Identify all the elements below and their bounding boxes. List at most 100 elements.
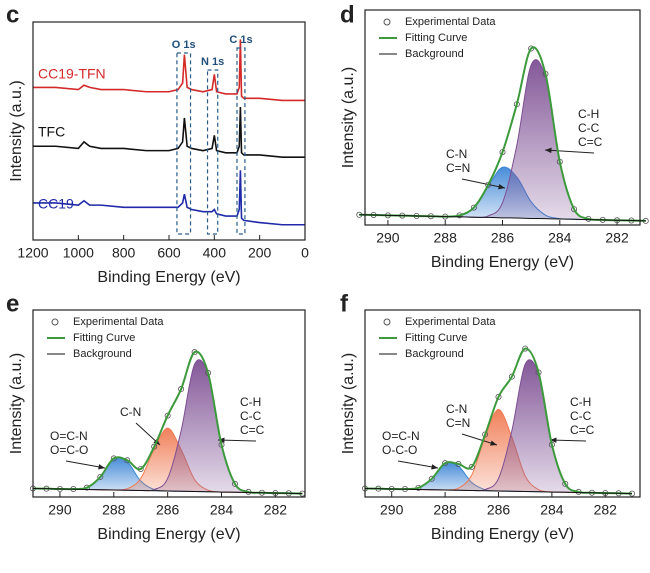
x-axis-title: Binding Energy (eV): [97, 269, 240, 286]
legend-marker: [383, 18, 391, 26]
region-label: N 1s: [201, 56, 224, 68]
panel-letter: e: [6, 290, 19, 317]
x-axis-title: Binding Energy (eV): [431, 254, 574, 271]
component-area: [33, 457, 303, 494]
x-tick-label: 800: [112, 245, 136, 261]
x-tick-label: 288: [433, 502, 457, 518]
x-tick-label: 288: [102, 502, 126, 518]
x-tick-label: 1000: [63, 245, 94, 261]
component-label: C-N: [446, 402, 467, 416]
x-tick-label: 600: [157, 245, 181, 261]
component-label: C=C: [240, 423, 265, 437]
x-tick-label: 290: [48, 502, 72, 518]
x-axis-title: Binding Energy (eV): [97, 526, 240, 543]
component-label: C-C: [240, 409, 262, 423]
legend-label: Experimental Data: [73, 316, 164, 328]
component-label: C-C: [570, 409, 592, 423]
component-label: C-H: [240, 395, 261, 409]
data-point: [428, 475, 435, 482]
plot-frame: [32, 21, 306, 241]
component-label: C-H: [570, 395, 591, 409]
data-point: [470, 204, 477, 211]
x-tick-label: 286: [491, 230, 515, 246]
x-tick-label: 400: [203, 245, 227, 261]
series-label: TFC: [38, 124, 65, 140]
region-box: [236, 47, 246, 235]
data-point: [164, 412, 171, 419]
y-axis-title: Intensity (a.u.): [340, 67, 357, 168]
legend-label: Background: [405, 48, 464, 60]
x-tick-label: 200: [248, 245, 272, 261]
x-tick-label: 284: [210, 502, 234, 518]
background-line: [32, 488, 303, 495]
x-tick-label: 284: [548, 230, 572, 246]
component-area: [359, 166, 646, 221]
x-tick-label: 290: [376, 230, 400, 246]
component-label: C-N: [120, 405, 141, 419]
y-axis-title: Intensity (a.u.): [8, 80, 25, 181]
component-label: C-C: [578, 121, 600, 135]
data-point: [485, 181, 492, 188]
y-axis-title: Intensity (a.u.): [340, 353, 357, 454]
component-label: O-C-O: [382, 443, 417, 457]
legend-marker: [383, 318, 391, 326]
component-area: [365, 462, 632, 494]
component-area: [365, 409, 632, 494]
panel-letter: c: [6, 1, 19, 28]
background-line: [364, 488, 633, 495]
legend-label: Background: [405, 348, 464, 360]
component-label: C=C: [570, 423, 595, 437]
arrow-head: [431, 464, 438, 470]
data-point: [97, 473, 104, 480]
series-label: CC19-TFN: [38, 66, 106, 82]
legend-label: Background: [73, 348, 132, 360]
data-point: [528, 45, 535, 52]
component-label: C-H: [578, 107, 599, 121]
arrow-shaft: [397, 460, 439, 469]
component-label: C-N: [446, 147, 467, 161]
x-tick-label: 1200: [17, 245, 48, 261]
component-label: C=N: [446, 416, 470, 430]
panel-letter: d: [340, 1, 355, 28]
arrow-head: [490, 440, 497, 446]
component-label: O=C-N: [382, 429, 420, 443]
component-label: C=N: [446, 161, 470, 175]
legend-label: Fitting Curve: [405, 332, 467, 344]
spectrum-line: [33, 170, 305, 226]
legend-label: Fitting Curve: [405, 32, 467, 44]
data-point: [124, 457, 131, 464]
legend-label: Experimental Data: [405, 16, 496, 28]
x-tick-label: 284: [540, 502, 564, 518]
x-tick-label: 282: [264, 502, 288, 518]
arrow-shaft: [461, 178, 506, 189]
arrow-head: [545, 147, 552, 154]
x-tick-label: 0: [301, 245, 309, 261]
data-point: [231, 480, 238, 487]
region-label: C 1s: [229, 34, 252, 46]
legend-label: Fitting Curve: [73, 332, 135, 344]
arrow-shaft: [544, 149, 595, 154]
plot-frame: [364, 9, 641, 226]
arrow-head: [550, 437, 557, 443]
legend-label: Experimental Data: [405, 316, 496, 328]
x-tick-label: 288: [434, 230, 458, 246]
arrow-head: [498, 184, 505, 190]
region-label: O 1s: [172, 39, 196, 51]
region-box: [206, 69, 219, 235]
panel-letter: f: [340, 290, 349, 317]
x-tick-label: 290: [380, 502, 404, 518]
x-tick-label: 286: [487, 502, 511, 518]
data-point: [508, 373, 515, 380]
x-axis-title: Binding Energy (eV): [431, 526, 574, 543]
legend-marker: [51, 318, 59, 326]
component-label: C=C: [578, 135, 603, 149]
data-point: [468, 463, 475, 470]
background-line: [359, 214, 646, 222]
component-area: [33, 428, 303, 494]
spectrum-line: [33, 106, 305, 158]
x-tick-label: 282: [594, 502, 618, 518]
x-tick-label: 282: [605, 230, 629, 246]
plot-frame: [364, 309, 641, 498]
arrow-shaft: [65, 460, 106, 469]
arrow-head: [98, 464, 105, 470]
